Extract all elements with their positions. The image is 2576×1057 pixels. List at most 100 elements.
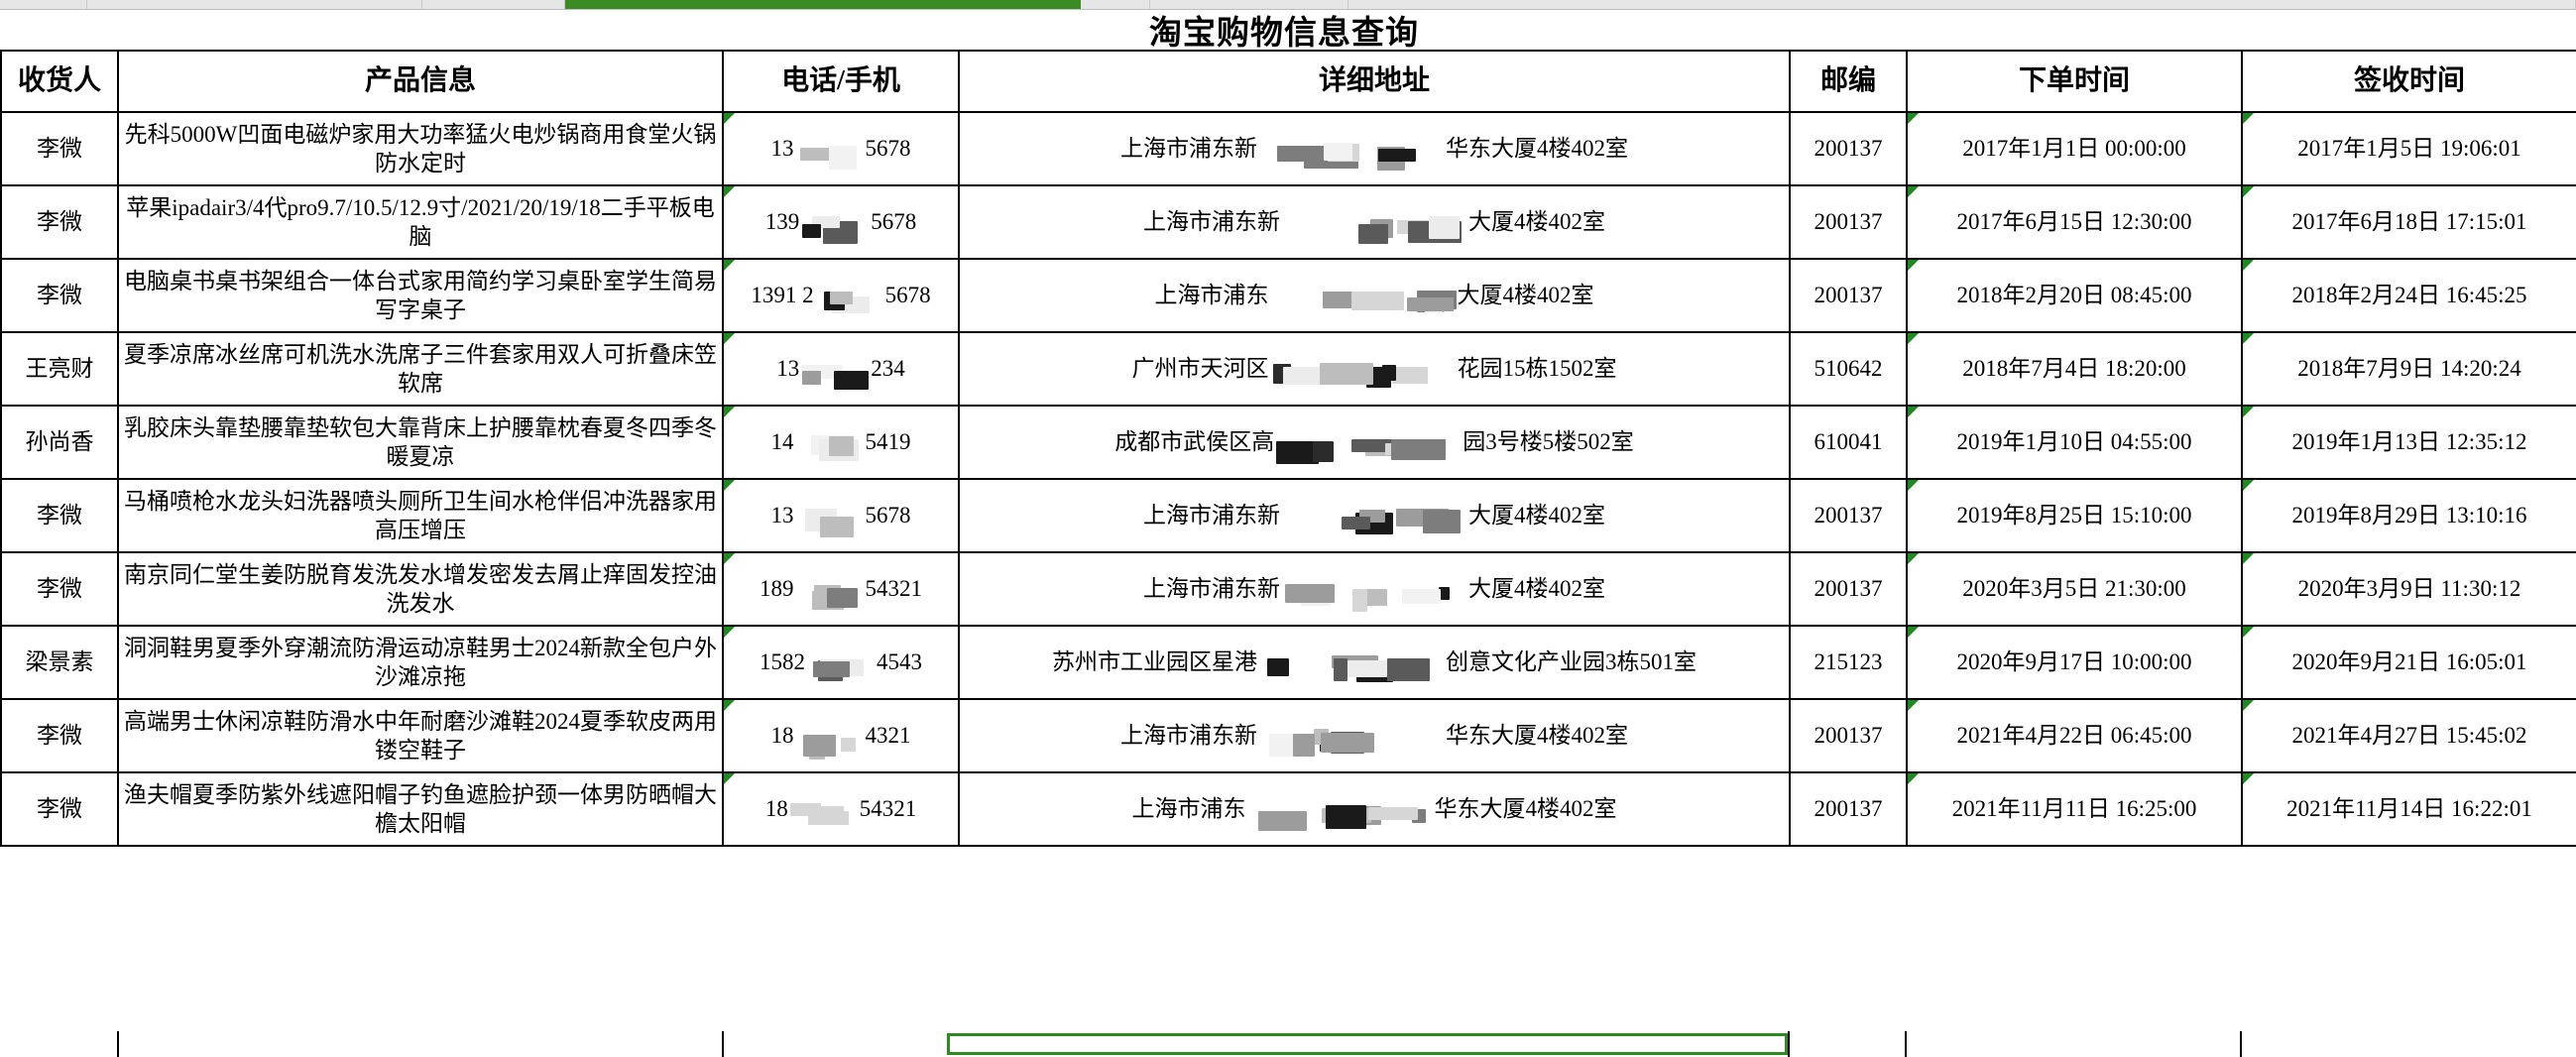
cell-phone[interactable]: 13 5678 [722,111,960,186]
cell-phone[interactable]: 139 5678 [722,184,960,260]
column-header-segment[interactable] [0,0,87,10]
cell-receiver[interactable]: 孙尚香 [0,405,119,480]
cell-order-time[interactable]: 2021年4月22日 06:45:00 [1906,698,2243,773]
cell-address[interactable]: 苏州市工业园区星港 创意文化产业园3栋501室 [958,625,1791,700]
cell-zipcode[interactable]: 200137 [1789,771,1908,847]
cell-phone[interactable]: 1582 4543 [722,625,960,700]
cell-order-time[interactable]: 2018年2月20日 08:45:00 [1906,258,2243,333]
redaction-block [1257,810,1307,831]
table-row[interactable]: 李微 渔夫帽夏季防紫外线遮阳帽子钓鱼遮脸护颈一体男防晒帽大檐太阳帽 18 54321 上… [0,771,2576,847]
cell-product[interactable]: 渔夫帽夏季防紫外线遮阳帽子钓鱼遮脸护颈一体男防晒帽大檐太阳帽 [117,771,724,847]
column-header-segment[interactable] [1081,0,1150,10]
cell-sign-time[interactable]: 2019年8月29日 13:10:16 [2241,478,2576,553]
cell-sign-time[interactable]: 2017年1月5日 19:06:01 [2241,111,2576,186]
cell-phone[interactable]: 18 4321 [722,698,960,773]
table-row[interactable]: 梁景素 洞洞鞋男夏季外穿潮流防滑运动凉鞋男士2024新款全包户外沙滩凉拖 1582 4… [0,625,2576,700]
col-header-receiver[interactable]: 收货人 [0,50,119,113]
cell-product[interactable]: 高端男士休闲凉鞋防滑水中年耐磨沙滩鞋2024夏季软皮两用镂空鞋子 [117,698,724,773]
column-header-segment-selected[interactable] [565,0,1081,10]
table-row[interactable]: 李微 苹果ipadair3/4代pro9.7/10.5/12.9寸/2021/20… [0,184,2576,260]
col-header-order-time[interactable]: 下单时间 [1906,50,2243,113]
cell-phone[interactable]: 14 5419 [722,405,960,480]
cell-receiver[interactable]: 李微 [0,698,119,773]
cell-receiver[interactable]: 李微 [0,551,119,627]
cell-receiver[interactable]: 王亮财 [0,331,119,407]
cell-receiver[interactable]: 梁景素 [0,625,119,700]
cell-order-time[interactable]: 2020年3月5日 21:30:00 [1906,551,2243,627]
table-row[interactable]: 李微 电脑桌书桌书架组合一体台式家用简约学习桌卧室学生简易写字桌子 1391 2 56… [0,258,2576,333]
table-row[interactable]: 李微 南京同仁堂生姜防脱育发洗发水增发密发去屑止痒固发控油洗发水 189 54321 上… [0,551,2576,627]
column-header-segment[interactable] [422,0,565,10]
cell-error-triangle-icon [1909,261,1919,271]
cell-phone[interactable]: 13 234 [722,331,960,407]
cell-address[interactable]: 上海市浦东新 华东大厦4楼402室 [958,111,1791,186]
cell-phone[interactable]: 13 5678 [722,478,960,553]
column-header-segment[interactable] [87,0,422,10]
cell-zipcode[interactable]: 200137 [1789,258,1908,333]
cell-product[interactable]: 夏季凉席冰丝席可机洗水洗席子三件套家用双人可折叠床笠软席 [117,331,724,407]
cell-sign-time[interactable]: 2020年3月9日 11:30:12 [2241,551,2576,627]
table-row[interactable]: 李微 高端男士休闲凉鞋防滑水中年耐磨沙滩鞋2024夏季软皮两用镂空鞋子 18 4321… [0,698,2576,773]
cell-address[interactable]: 广州市天河区 花园15栋1502室 [958,331,1791,407]
cell-receiver[interactable]: 李微 [0,111,119,186]
cell-address[interactable]: 上海市浦东新 大厦4楼402室 [958,478,1791,553]
cell-order-time[interactable]: 2019年8月25日 15:10:00 [1906,478,2243,553]
cell-receiver[interactable]: 李微 [0,184,119,260]
table-row[interactable]: 李微 马桶喷枪水龙头妇洗器喷头厕所卫生间水枪伴侣冲洗器家用高压增压 13 5678 上海… [0,478,2576,553]
redaction-block [813,584,841,600]
cell-sign-time[interactable]: 2021年4月27日 15:45:02 [2241,698,2576,773]
cell-product[interactable]: 马桶喷枪水龙头妇洗器喷头厕所卫生间水枪伴侣冲洗器家用高压增压 [117,478,724,553]
address-visible-prefix: 上海市浦东新 [1120,136,1257,162]
cell-address[interactable]: 成都市武侯区高 园3号楼5楼502室 [958,405,1791,480]
cell-order-time[interactable]: 2019年1月10日 04:55:00 [1906,405,2243,480]
cell-zipcode[interactable]: 200137 [1789,551,1908,627]
cell-address[interactable]: 上海市浦东新 大厦4楼402室 [958,551,1791,627]
column-header-strip[interactable] [0,0,2576,10]
cell-zipcode[interactable]: 215123 [1789,625,1908,700]
col-header-product[interactable]: 产品信息 [117,50,724,113]
table-row[interactable]: 王亮财 夏季凉席冰丝席可机洗水洗席子三件套家用双人可折叠床笠软席 13 234 广州市天… [0,331,2576,407]
cell-order-time[interactable]: 2018年7月4日 18:20:00 [1906,331,2243,407]
cell-zipcode[interactable]: 610041 [1789,405,1908,480]
cell-order-time[interactable]: 2020年9月17日 10:00:00 [1906,625,2243,700]
cell-receiver[interactable]: 李微 [0,478,119,553]
cell-order-time[interactable]: 2017年1月1日 00:00:00 [1906,111,2243,186]
cell-zipcode[interactable]: 200137 [1789,184,1908,260]
cell-zipcode[interactable]: 200137 [1789,111,1908,186]
cell-phone[interactable]: 1391 2 5678 [722,258,960,333]
cell-phone[interactable]: 189 54321 [722,551,960,627]
cell-phone[interactable]: 18 54321 [722,771,960,847]
cell-product[interactable]: 南京同仁堂生姜防脱育发洗发水增发密发去屑止痒固发控油洗发水 [117,551,724,627]
cell-receiver[interactable]: 李微 [0,258,119,333]
col-header-zipcode[interactable]: 邮编 [1789,50,1908,113]
cell-address[interactable]: 上海市浦东 华东大厦4楼402室 [958,771,1791,847]
cell-zipcode[interactable]: 200137 [1789,698,1908,773]
cell-product[interactable]: 洞洞鞋男夏季外穿潮流防滑运动凉鞋男士2024新款全包户外沙滩凉拖 [117,625,724,700]
cell-sign-time[interactable]: 2017年6月18日 17:15:01 [2241,184,2576,260]
table-row[interactable]: 孙尚香 乳胶床头靠垫腰靠垫软包大靠背床上护腰靠枕春夏冬四季冬暖夏凉 14 5419 成都… [0,405,2576,480]
cell-sign-time[interactable]: 2018年7月9日 14:20:24 [2241,331,2576,407]
cell-product[interactable]: 乳胶床头靠垫腰靠垫软包大靠背床上护腰靠枕春夏冬四季冬暖夏凉 [117,405,724,480]
cell-sign-time[interactable]: 2018年2月24日 16:45:25 [2241,258,2576,333]
cell-zipcode[interactable]: 200137 [1789,478,1908,553]
cell-address[interactable]: 上海市浦东新 华东大厦4楼402室 [958,698,1791,773]
column-header-segment[interactable] [1150,0,1348,10]
cell-sign-time[interactable]: 2020年9月21日 16:05:01 [2241,625,2576,700]
cell-product[interactable]: 先科5000W凹面电磁炉家用大功率猛火电炒锅商用食堂火锅防水定时 [117,111,724,186]
cell-product[interactable]: 电脑桌书桌书架组合一体台式家用简约学习桌卧室学生简易写字桌子 [117,258,724,333]
cell-order-time[interactable]: 2021年11月11日 16:25:00 [1906,771,2243,847]
table-row[interactable]: 李微 先科5000W凹面电磁炉家用大功率猛火电炒锅商用食堂火锅防水定时 13 5678… [0,111,2576,186]
cell-receiver[interactable]: 李微 [0,771,119,847]
col-header-sign-time[interactable]: 签收时间 [2241,50,2576,113]
cell-address[interactable]: 上海市浦东新 大厦4楼402室 [958,184,1791,260]
cell-sign-time[interactable]: 2021年11月14日 16:22:01 [2241,771,2576,847]
col-header-phone[interactable]: 电话/手机 [722,50,960,113]
cell-sign-time[interactable]: 2019年1月13日 12:35:12 [2241,405,2576,480]
page-title: 淘宝购物信息查询 [1149,16,1419,52]
cell-address[interactable]: 上海市浦东 大厦4楼402室 [958,258,1791,333]
cell-zipcode[interactable]: 510642 [1789,331,1908,407]
cell-product[interactable]: 苹果ipadair3/4代pro9.7/10.5/12.9寸/2021/20/1… [117,184,724,260]
active-cell-selection[interactable] [947,1033,1788,1055]
col-header-address[interactable]: 详细地址 [958,50,1791,113]
cell-order-time[interactable]: 2017年6月15日 12:30:00 [1906,184,2243,260]
